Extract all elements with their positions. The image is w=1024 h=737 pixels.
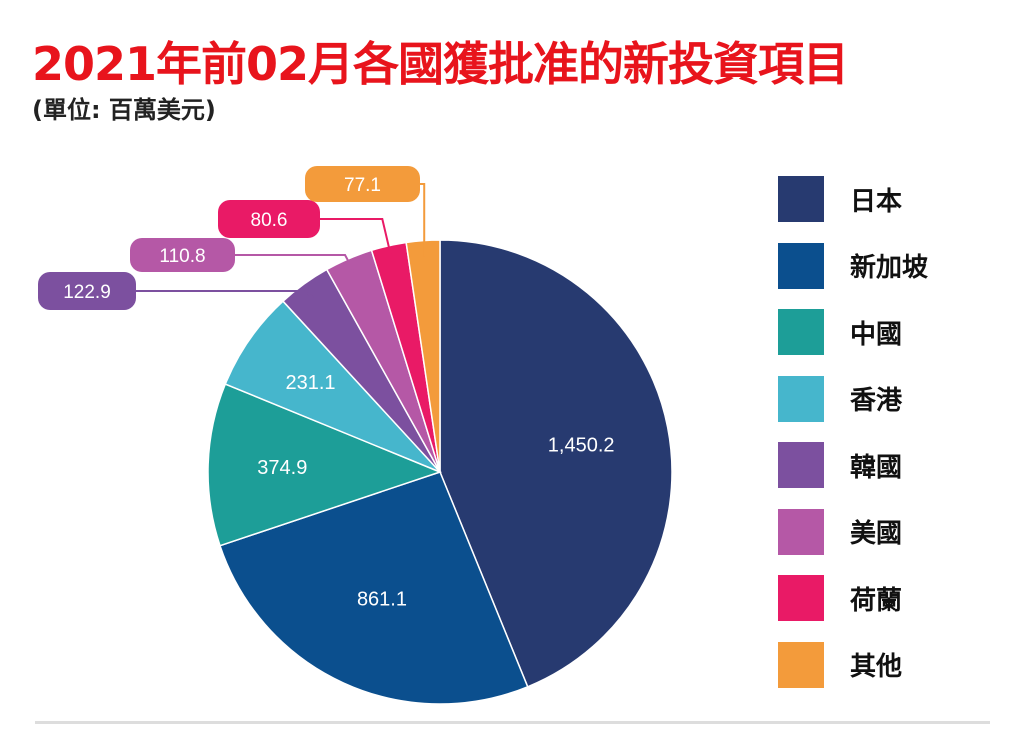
legend-item: 香港 (778, 375, 928, 422)
legend-label: 其他 (850, 652, 903, 682)
data-label-7: 77.1 (344, 175, 381, 196)
divider (35, 721, 990, 724)
legend-item: 新加坡 (778, 242, 929, 289)
legend-swatch (778, 508, 824, 555)
leader-line-7 (420, 183, 426, 257)
chart-subtitle: (單位: 百萬美元) (32, 96, 216, 124)
legend-item: 荷蘭 (778, 575, 928, 621)
leader-line-4 (136, 290, 315, 299)
legend-label: 美國 (850, 519, 903, 549)
legend-swatch (778, 575, 824, 621)
pie-slice-1 (219, 471, 529, 705)
legend-label: 香港 (850, 386, 903, 416)
pie-slice-3 (224, 300, 441, 473)
legend-item: 韓國 (778, 442, 928, 488)
data-label-3: 231.1 (285, 372, 335, 394)
legend-swatch (778, 442, 824, 488)
leader-line-6 (320, 218, 394, 262)
legend-item: 日本 (778, 176, 928, 222)
data-label-5: 110.8 (159, 246, 205, 267)
pie-slice-0 (439, 239, 673, 688)
data-label-0: 1,450.2 (548, 434, 615, 456)
data-label-1: 861.1 (357, 589, 407, 611)
callout-box-4 (38, 272, 136, 310)
callout-box-7 (305, 166, 420, 202)
legend-swatch (778, 641, 824, 688)
leader-line-5 (235, 254, 356, 275)
legend-item: 中國 (778, 309, 928, 355)
legend-swatch (778, 176, 824, 222)
chart-title: 2021年前02月各國獲批准的新投資項目 (32, 37, 849, 91)
pie-slice-2 (207, 383, 443, 547)
legend: 日本新加坡中國香港韓國美國荷蘭其他 (778, 176, 929, 709)
pie-slice-7 (405, 239, 441, 473)
legend-item: 美國 (778, 508, 928, 555)
legend-swatch (778, 309, 824, 355)
legend-label: 韓國 (850, 452, 903, 483)
legend-label: 荷蘭 (850, 585, 903, 616)
legend-label: 日本 (850, 186, 903, 217)
callout-box-5 (130, 238, 235, 272)
data-label-4: 122.9 (63, 282, 111, 303)
legend-item: 其他 (778, 641, 928, 688)
legend-swatch (778, 242, 824, 289)
data-label-2: 374.9 (257, 457, 307, 479)
callout-box-6 (218, 200, 320, 238)
data-label-6: 80.6 (251, 210, 288, 231)
legend-swatch (778, 375, 824, 422)
legend-label: 中國 (850, 319, 903, 350)
legend-label: 新加坡 (850, 253, 929, 283)
